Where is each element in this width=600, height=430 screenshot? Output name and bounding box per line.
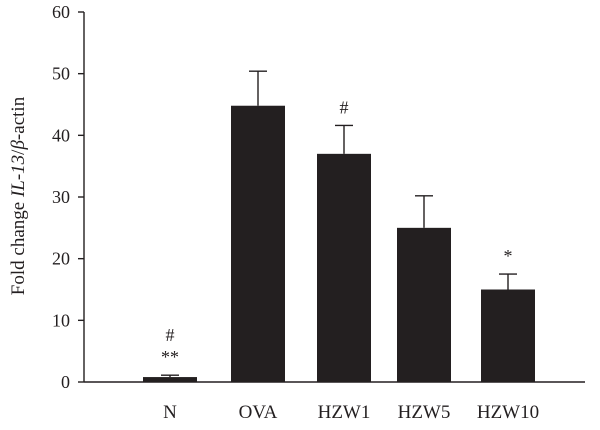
y-axis-title-suffix: -actin <box>8 96 29 140</box>
y-axis-title-slash: / <box>8 149 29 155</box>
significance-marker: # <box>340 97 349 117</box>
y-tick-label: 40 <box>52 125 70 145</box>
bar-hzw1 <box>317 153 371 382</box>
bar-ova <box>231 105 285 382</box>
x-axis-category-labels: N OVA HZW1 HZW5 HZW10 <box>163 402 539 423</box>
y-axis-title-prefix: Fold change <box>8 197 29 295</box>
significance-marker: * <box>504 246 513 266</box>
x-tick-label: N <box>163 402 177 423</box>
x-tick-label: HZW10 <box>477 402 539 423</box>
significance-annotations: **##* <box>161 97 513 367</box>
x-tick-label: HZW1 <box>318 402 371 423</box>
bar-hzw10 <box>481 289 535 382</box>
significance-marker: # <box>166 325 175 345</box>
y-tick-label: 30 <box>52 187 70 207</box>
y-tick-label: 20 <box>52 249 70 269</box>
y-tick-label: 50 <box>52 64 70 84</box>
y-axis-ticks: 0 10 20 30 40 50 60 <box>52 2 84 392</box>
y-tick-label: 10 <box>52 310 70 330</box>
svg-text:Fold change IL-13/β-actin: Fold change IL-13/β-actin <box>8 96 29 295</box>
y-tick-label: 60 <box>52 2 70 22</box>
error-bars <box>161 70 517 378</box>
bar-hzw5 <box>397 227 451 382</box>
significance-marker: ** <box>161 347 179 367</box>
y-axis-title-gene: IL-13 <box>8 155 29 198</box>
y-axis-title: Fold change IL-13/β-actin <box>8 96 29 295</box>
y-axis-title-beta: β <box>8 140 29 151</box>
bar-n <box>143 377 197 382</box>
y-tick-label: 0 <box>61 372 70 392</box>
x-tick-label: OVA <box>239 402 278 423</box>
bars <box>143 105 535 382</box>
x-tick-label: HZW5 <box>398 402 451 423</box>
